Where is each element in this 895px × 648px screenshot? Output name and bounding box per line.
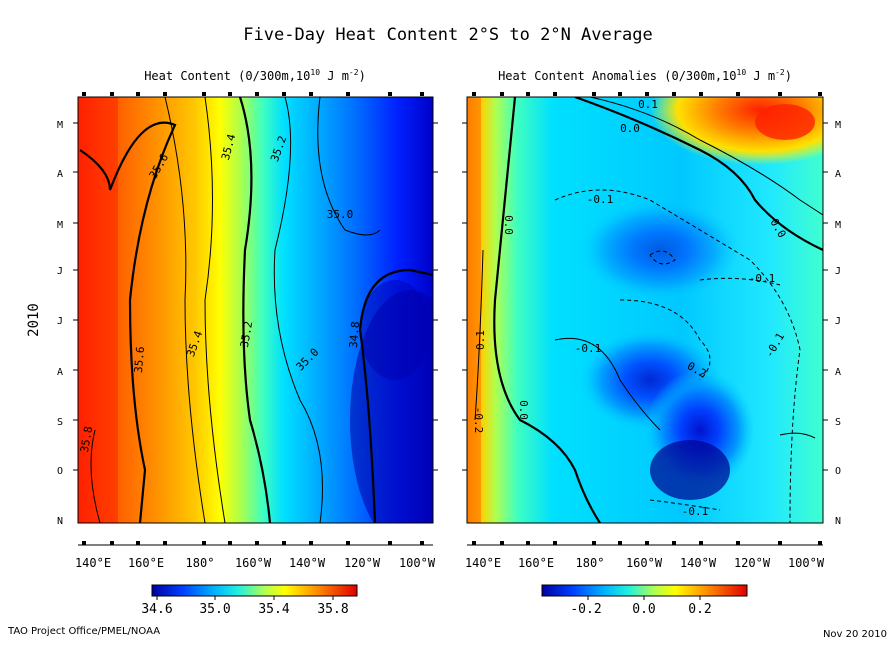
left-month-axis: M A M J J A S O N [57, 120, 63, 527]
lon-label: 120°W [344, 556, 381, 570]
contour-label: -0.1 [575, 342, 602, 355]
right-lon-axis: 140°E 160°E 180° 160°W 140°W 120°W 100°W [465, 556, 825, 570]
mooring-markers [82, 92, 822, 545]
footer-credit: TAO Project Office/PMEL/NOAA [7, 626, 160, 637]
colorbar-tick: 0.0 [632, 602, 655, 617]
colorbar-tick: -0.2 [570, 602, 601, 617]
left-contour-labels: 35.6 35.4 35.2 35.0 35.6 35.4 35.2 35.0 … [78, 132, 362, 453]
lon-label: 140°W [289, 556, 326, 570]
contour-label: 0.0 [502, 215, 515, 235]
month-label: O [57, 466, 63, 477]
colorbar-tick: 35.0 [199, 602, 230, 617]
month-label: J [57, 316, 63, 327]
lon-label: 140°E [75, 556, 111, 570]
left-lon-axis: 140°E 160°E 180° 160°W 140°W 120°W 100°W [75, 556, 436, 570]
contour-label: -0.1 [682, 505, 709, 518]
month-label: J [835, 316, 841, 327]
contour-label: 34.8 [347, 321, 362, 349]
month-label: M [835, 120, 841, 131]
colorbar-tick: 35.8 [317, 602, 348, 617]
month-label: A [835, 367, 841, 378]
figure-title: Five-Day Heat Content 2°S to 2°N Average [243, 25, 652, 45]
footer-date: Nov 20 2010 [823, 629, 887, 640]
month-label: M [57, 220, 63, 231]
month-label: N [57, 516, 63, 527]
contour-label: 35.6 [132, 346, 147, 374]
month-label: S [57, 417, 63, 428]
month-label: S [835, 417, 841, 428]
contour-label: -0.2 [472, 407, 485, 434]
year-label: 2010 [26, 303, 42, 337]
month-label: N [835, 516, 841, 527]
lon-label: 180° [576, 556, 605, 570]
contour-label: 35.8 [78, 425, 95, 453]
left-panel-title: Heat Content (0/300m,1010 J m-2) [144, 68, 366, 83]
contour-label: 35.2 [238, 320, 255, 348]
lon-label: 180° [186, 556, 215, 570]
month-label: O [835, 466, 841, 477]
y-ticks [73, 122, 828, 471]
colorbar-tick: 0.2 [688, 602, 711, 617]
right-colorbar: -0.2 0.0 0.2 [541, 584, 748, 617]
left-heatmap [78, 97, 433, 523]
lon-label: 160°E [518, 556, 554, 570]
right-heatmap [467, 97, 823, 523]
lon-label: 160°E [128, 556, 164, 570]
lon-label: 140°W [680, 556, 717, 570]
lon-label: 140°E [465, 556, 501, 570]
contour-label: 0.1 [474, 330, 487, 350]
month-label: A [57, 169, 63, 180]
right-contour-labels: 0.1 0.0 -0.1 0.0 -0.1 0.0 -0.1 -0.1 -0.2… [472, 98, 789, 518]
lon-label: 100°W [788, 556, 825, 570]
lon-label: 160°W [235, 556, 272, 570]
lon-label: 100°W [399, 556, 436, 570]
contour-label: -0.1 [587, 193, 614, 206]
contour-label: 0.1 [638, 98, 658, 111]
month-label: A [57, 367, 63, 378]
right-panel-title: Heat Content Anomalies (0/300m,1010 J m-… [498, 68, 792, 83]
contour-label: 35.0 [327, 208, 354, 221]
right-month-axis: M A M J J A S O N [835, 120, 841, 527]
colorbar-tick: 34.6 [141, 602, 172, 617]
colorbar-tick: 35.4 [258, 602, 289, 617]
left-colorbar: 34.6 35.0 35.4 35.8 [141, 584, 358, 617]
month-label: J [57, 266, 63, 277]
left-plot-frame [77, 96, 434, 524]
contour-label: 0.0 [620, 122, 640, 135]
contour-label: -0.1 [749, 272, 776, 285]
month-label: A [835, 169, 841, 180]
month-label: M [835, 220, 841, 231]
lon-label: 120°W [734, 556, 771, 570]
month-label: M [57, 120, 63, 131]
month-label: J [835, 266, 841, 277]
lon-label: 160°W [626, 556, 663, 570]
right-plot-frame [466, 96, 824, 524]
contour-label: 0.0 [517, 400, 530, 420]
